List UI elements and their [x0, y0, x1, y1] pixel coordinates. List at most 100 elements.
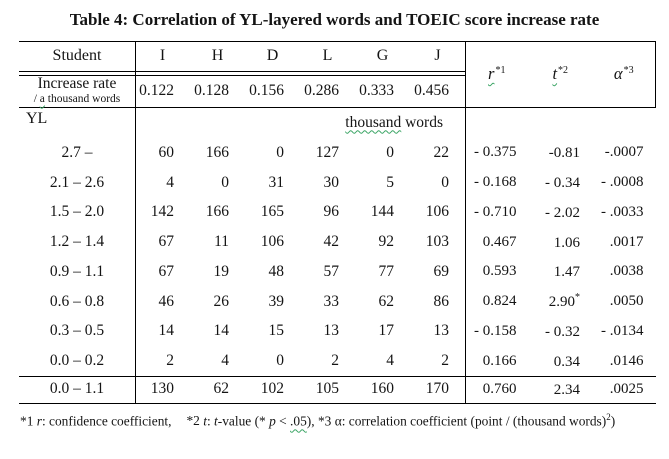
word-count-cell: 60: [158, 143, 175, 161]
increase-rate-value: 0.456: [414, 81, 449, 99]
word-count-cell: 0: [276, 352, 284, 370]
word-count-cell: 92: [378, 233, 395, 251]
word-count-cell: 26: [213, 292, 230, 310]
unit-post: words: [401, 113, 443, 131]
footnote-2-text1: -value (*: [217, 413, 270, 429]
stat-header-alpha-superscript: *3: [623, 64, 634, 76]
yl-range-label: 0.6 – 0.8: [49, 292, 105, 310]
stat-header-alpha: α*3: [614, 64, 634, 84]
footnote-2-squiggle: .05: [290, 413, 307, 429]
summary-row: 0.0 – 1.1 130 62 102 105 160 170 0.760 2.34 .0025: [19, 376, 656, 403]
alpha-value-cell: .0017: [609, 233, 644, 250]
word-count-cell: 46: [158, 292, 175, 310]
table-row: 0.0 – 0.2 2 4 0 2 4 2 0.166 0.34 .0146: [19, 346, 656, 376]
r-value-cell: - 0.710: [474, 203, 517, 220]
yl-range-label: 0.3 – 0.5: [49, 322, 105, 340]
word-count-cell: 0: [386, 143, 394, 161]
word-count-cell: 42: [323, 233, 340, 251]
t-value-cell: 1.06: [529, 233, 593, 252]
footnote-3-sup: 2: [606, 412, 611, 422]
t-value-cell: -0.81: [529, 143, 593, 162]
word-count-cell: 13: [433, 322, 450, 340]
t-value: -0.81: [548, 145, 580, 162]
student-header-row: Student I H D L G J: [19, 41, 656, 71]
word-count-cell: 4: [386, 352, 394, 370]
word-count-cell: 14: [158, 322, 175, 340]
increase-rate-row: Increase rate / a thousand words 0.122 0.…: [19, 75, 656, 106]
table-bottom-border: [19, 402, 656, 404]
increase-rate-label: Increase rate / a thousand words: [19, 75, 135, 105]
word-count-cell: 103: [425, 233, 449, 251]
footnote-2-text2: ),: [306, 413, 315, 429]
word-count-cell: 144: [370, 203, 394, 221]
t-value: 1.06: [553, 234, 580, 251]
t-value-cell: 1.47: [529, 262, 593, 281]
word-count-cell: 130: [150, 380, 174, 398]
r-value-cell: 0.467: [482, 233, 517, 250]
increase-rate-value: 0.122: [139, 81, 174, 99]
word-count-cell: 11: [214, 233, 229, 251]
word-count-cell: 22: [433, 143, 450, 161]
yl-range-label: 2.1 – 2.6: [49, 173, 105, 191]
footnote-1-symbol: r: [36, 413, 42, 429]
yl-range-label: 0.9 – 1.1: [49, 262, 105, 280]
sub-squiggle-word: a: [39, 92, 45, 105]
footnote-2-p: p: [269, 413, 276, 429]
footnote-2-tword: t: [214, 413, 218, 429]
footnote: *1 r: confidence coefficient, *2 t: t-val…: [20, 412, 665, 429]
table-row: 0.9 – 1.1 67 19 48 57 77 69 0.593 1.47 .0038: [19, 257, 656, 287]
footnote-3-star: *3: [314, 413, 335, 429]
yl-label: YL: [26, 110, 48, 127]
word-count-cell: 62: [213, 380, 230, 398]
stats-column-divider: [465, 41, 467, 404]
table-row: 2.1 – 2.6 4 0 31 30 5 0 - 0.168 - 0.34 - .0008: [19, 168, 656, 198]
alpha-value-cell: -.0007: [604, 144, 644, 161]
double-rule-lower: [19, 74, 466, 76]
increase-rate-label-main: Increase rate: [37, 75, 117, 93]
student-column-header: J: [434, 47, 441, 64]
yl-range-label: 0.0 – 0.2: [49, 352, 105, 370]
footnote-2-star: *2: [186, 413, 204, 429]
increase-rate-value: 0.128: [194, 81, 229, 99]
student-column-header: D: [266, 47, 279, 64]
alpha-value-cell: .0038: [609, 263, 644, 280]
yl-header-row: YL thousand words: [19, 107, 656, 138]
r-value-cell: - 0.158: [474, 322, 517, 339]
word-count-cell: 106: [425, 203, 449, 221]
word-count-cell: 127: [315, 143, 339, 161]
footnote-2-colon: :: [206, 413, 215, 429]
sub-post: thousand words: [44, 92, 121, 105]
word-count-cell: 69: [433, 262, 450, 280]
word-count-cell: 2: [166, 352, 174, 370]
unit-label: thousand words: [135, 114, 465, 132]
footnote-1-star: *1: [20, 413, 37, 429]
word-count-cell: 67: [158, 262, 175, 280]
r-value-cell: 0.166: [482, 352, 517, 369]
increase-rate-value: 0.286: [304, 81, 339, 99]
student-header-cell: Student: [52, 47, 102, 64]
t-value-cell: 0.34: [529, 352, 593, 371]
r-value-cell: 0.760: [482, 380, 517, 397]
t-value: 2.90: [548, 294, 575, 311]
word-count-cell: 33: [323, 292, 340, 310]
word-count-cell: 105: [315, 380, 339, 398]
increase-rate-value: 0.156: [249, 81, 284, 99]
student-column-header: L: [322, 47, 333, 64]
word-count-cell: 30: [323, 173, 340, 191]
stats-header-group: r*1 t*2 α*3: [465, 41, 656, 107]
word-count-cell: 14: [213, 322, 230, 340]
header-right-border: [654, 41, 656, 107]
word-count-cell: 5: [386, 173, 394, 191]
table-top-border: [19, 41, 656, 43]
stat-header-t: t*2: [552, 64, 568, 84]
student-column-header: H: [211, 47, 224, 64]
r-value-cell: 0.593: [482, 263, 517, 280]
footnote-3-close: ): [610, 413, 616, 429]
word-count-cell: 19: [213, 262, 230, 280]
word-count-cell: 2: [441, 352, 449, 370]
footnote-2-lt: <: [275, 413, 291, 429]
stat-header-t-superscript: *2: [558, 64, 569, 76]
t-value: 1.47: [553, 264, 580, 281]
word-count-cell: 48: [268, 262, 285, 280]
word-count-cell: 142: [150, 203, 174, 221]
